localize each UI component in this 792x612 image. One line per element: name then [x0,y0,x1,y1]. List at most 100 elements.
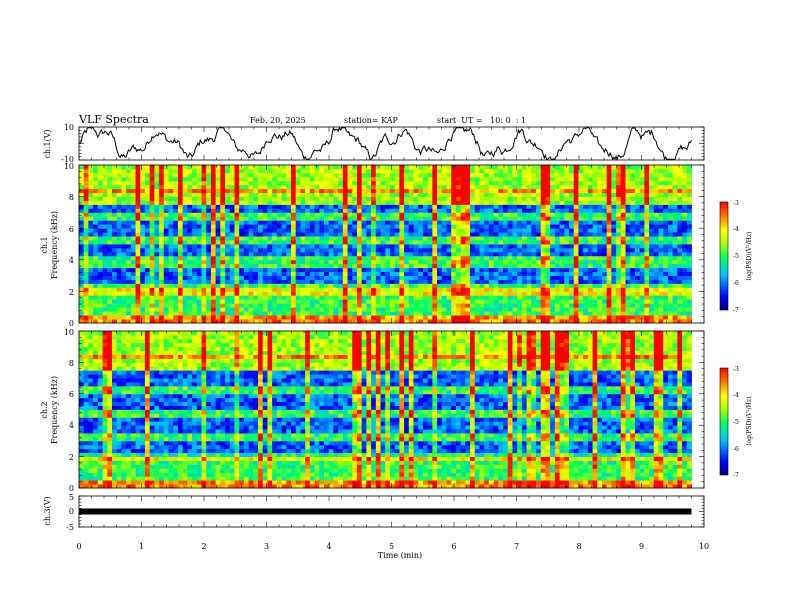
spectrogram-cell [201,291,207,296]
spectrogram-cell [267,240,273,245]
spectrogram-cell [620,299,626,304]
spectrogram-cell [422,275,429,280]
spectrogram-cell [460,208,466,213]
spectrogram-cell [418,303,424,308]
spectrogram-cell [83,279,89,284]
spectrogram-cell [455,279,462,284]
spectrogram-cell [644,216,650,221]
spectrogram-cell [413,212,419,217]
spectrogram-cell [309,184,315,190]
spectrogram-cell [88,200,94,205]
spectrogram-cell [611,295,617,300]
spectrogram-cell [314,307,320,312]
spectrogram-cell [564,180,570,186]
spectrogram-cell [281,299,287,304]
spectrogram-cell [446,311,452,316]
spectrogram-cell [116,224,122,229]
spectrogram-cell [229,311,235,316]
spectrogram-cell [498,255,504,261]
spectrogram-cell [432,319,438,324]
spectrogram-cell [177,168,184,174]
spectrogram-cell [130,176,136,182]
spectrogram-cell [177,220,184,225]
spectrogram-cell [295,283,301,288]
spectrogram-cell [243,240,250,245]
spectrogram-cell [107,172,113,178]
spectrogram-cell [521,208,527,213]
spectrogram-cell [140,212,146,217]
spectrogram-cell [545,291,551,296]
spectrogram-cell [394,291,400,296]
spectrogram-cell [324,220,330,225]
spectrogram-cell [135,172,141,178]
spectrogram-cell [606,232,612,237]
spectrogram-cell [305,307,311,312]
spectrogram-cell [187,307,193,312]
spectrogram-cell [239,200,245,205]
spectrogram-cell [225,184,231,190]
spectrogram-cell [140,267,146,273]
spectrogram-cell [597,291,603,296]
spectrogram-cell [422,299,429,304]
spectrogram-cell [144,216,151,221]
spectrogram-cell [441,172,447,178]
spectrogram-cell [319,196,325,201]
spectrogram-cell [361,228,367,233]
spectrogram-cell [126,228,132,233]
spectrogram-cell [408,279,414,284]
spectrogram-cell [427,263,433,269]
spectrogram-cell [295,188,301,194]
spectrogram-cell [427,295,433,300]
spectrogram-cell [300,283,306,288]
spectrogram-cell [639,303,645,308]
spectrogram-cell [79,287,85,292]
spectrogram-cell [258,271,264,276]
spectrogram-cell [319,315,325,320]
spectrogram-cell [333,180,339,186]
spectrogram-cell [79,283,85,288]
spectrogram-cell [276,188,282,194]
spectrogram-cell [121,255,127,261]
spectrogram-cell [408,200,414,205]
spectrogram-cell [639,212,645,217]
spectrogram-cell [578,263,584,269]
spectrogram-cell [338,232,344,237]
spectrogram-cell [408,319,414,324]
spectrogram-cell [630,319,636,324]
spectrogram-cell [234,259,240,265]
spectrogram-cell [97,212,103,217]
spectrogram-cell [455,168,462,174]
spectrogram-cell [295,176,301,182]
spectrogram-cell [163,240,169,245]
spectrogram-cell [441,259,447,265]
spectrogram-cell [314,184,320,190]
spectrogram-cell [474,176,480,182]
spectrogram-cell [234,279,240,284]
spectrogram-cell [649,251,655,257]
spectrogram-cell [441,299,447,304]
spectrogram-cell [140,291,146,296]
spectrogram-cell [550,259,556,265]
spectrogram-cell [107,192,113,197]
spectrogram-cell [107,263,113,269]
spectrogram-cell [616,247,622,253]
spectrogram-cell [366,283,372,288]
spectrogram-cell [413,287,419,292]
spectrogram-cell [262,228,268,233]
spectrogram-cell [192,283,198,288]
spectrogram-cell [498,271,504,276]
spectrogram-cell [253,236,259,241]
spectrogram-cell [305,232,311,237]
spectrogram-cell [418,224,424,229]
spectrogram-cell [168,267,174,273]
spectrogram-cell [140,319,146,324]
spectrogram-cell [484,303,490,308]
spectrogram-cell [196,303,202,308]
spectrogram-cell [229,180,235,186]
spectrogram-cell [215,311,221,316]
spectrogram-cell [267,232,273,237]
spectrogram-cell [107,184,113,190]
spectrogram-cell [272,204,278,209]
spectrogram-cell [639,200,645,205]
spectrogram-cell [625,255,631,261]
